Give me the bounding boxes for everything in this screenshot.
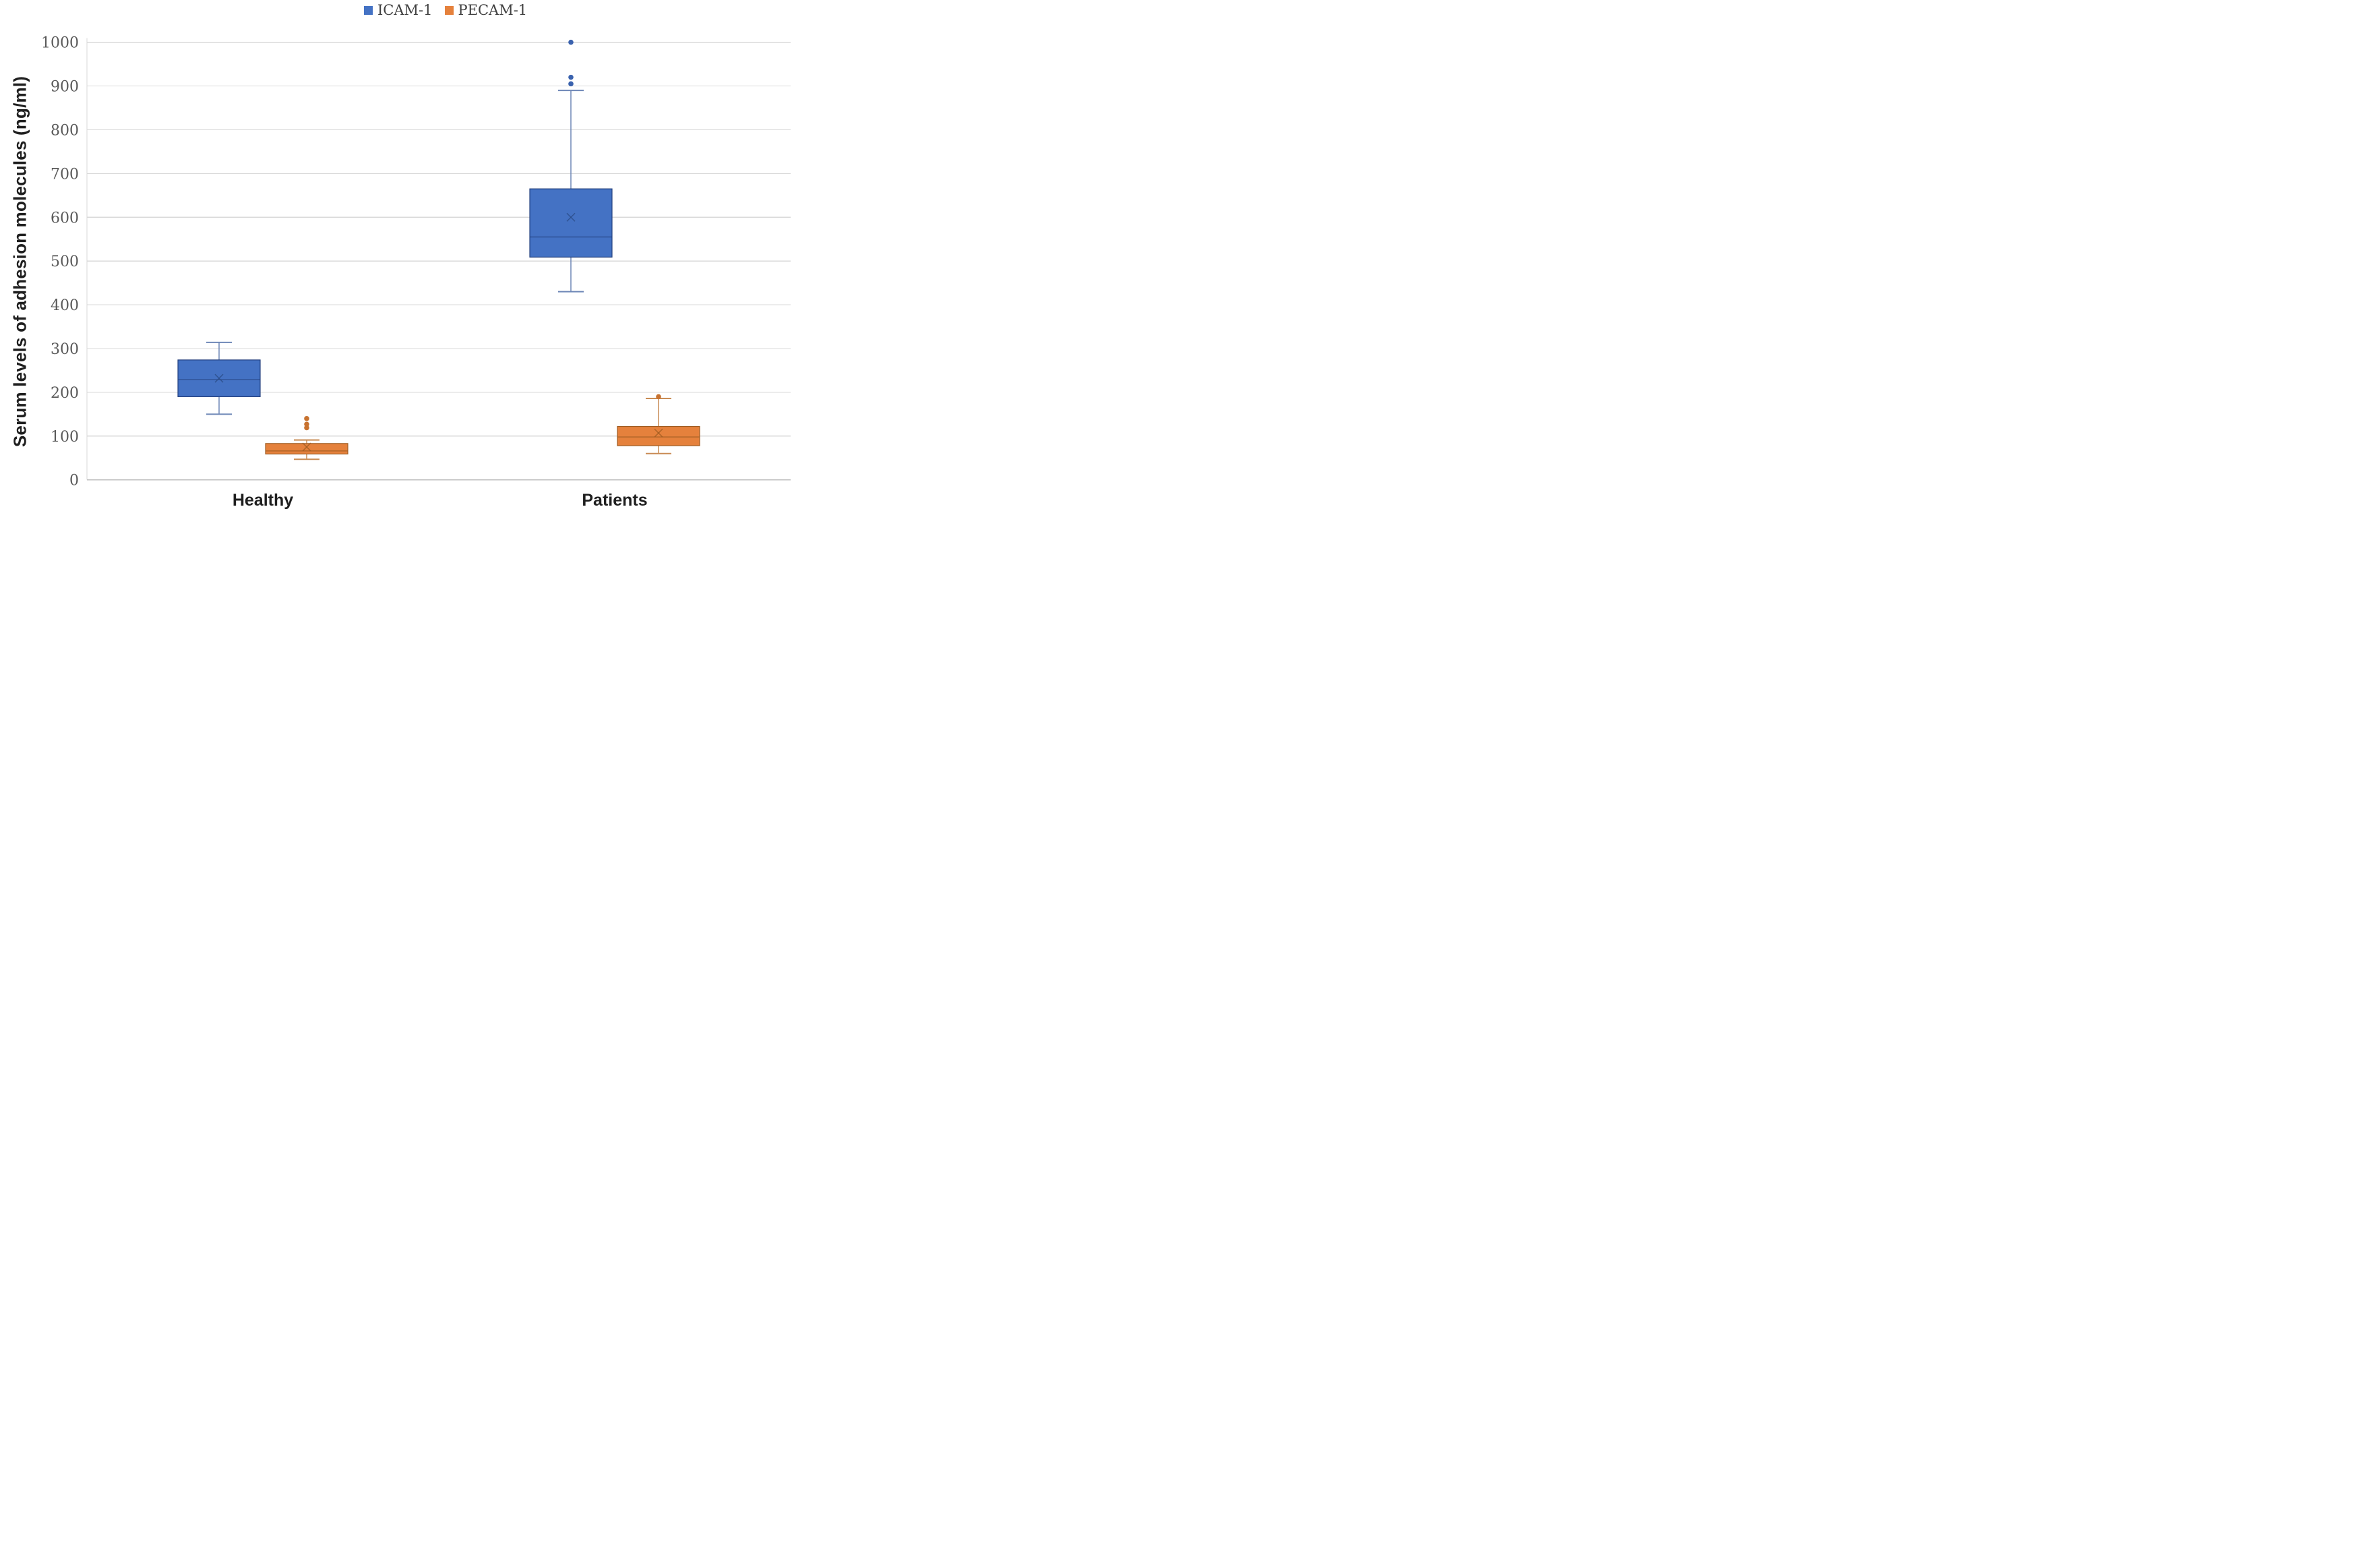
mean-marker-icam-1-patients <box>566 212 576 222</box>
y-tick-label: 900 <box>51 79 79 96</box>
outlier-point-icam-1-patients <box>568 81 574 87</box>
y-tick-label: 400 <box>51 297 79 314</box>
legend-item-icam1: ICAM-1 <box>364 3 433 18</box>
y-tick-label: 800 <box>51 123 79 140</box>
legend-swatch-pecam1-icon <box>444 6 454 15</box>
y-tick-label: 600 <box>51 210 79 227</box>
category-label-healthy: Healthy <box>233 491 293 510</box>
legend-label-icam1: ICAM-1 <box>377 2 433 18</box>
outlier-point-icam-1-patients <box>568 74 574 80</box>
y-tick-label: 1000 <box>41 35 79 52</box>
outlier-point-icam-1-patients <box>568 39 574 45</box>
y-tick-label: 700 <box>51 166 79 183</box>
y-tick-label: 100 <box>51 429 79 446</box>
category-label-patients: Patients <box>582 491 647 510</box>
boxplot-canvas: 0 100 200 300 400 500 600 700 800 900 1000 Healthy P… <box>41 35 791 510</box>
legend-item-pecam1: PECAM-1 <box>444 2 528 18</box>
y-tick-label: 0 <box>69 473 79 489</box>
outlier-point-pecam-1-healthy <box>304 425 309 431</box>
y-tick-label: 300 <box>51 341 79 358</box>
outlier-point-pecam-1-patients <box>656 394 661 400</box>
chart-figure: ICAM-1 PECAM-1 Serum levels of adhesion … <box>0 0 793 518</box>
mean-marker-icam-1-healthy <box>214 373 224 383</box>
chart-legend: ICAM-1 PECAM-1 <box>364 3 527 18</box>
mean-marker-pecam-1-patients <box>654 428 663 438</box>
box-icam-1-patients <box>529 188 613 258</box>
box-pecam-1-healthy <box>265 443 348 455</box>
box-pecam-1-patients <box>617 425 700 446</box>
outlier-point-pecam-1-healthy <box>304 416 309 421</box>
y-tick-label: 200 <box>51 385 79 402</box>
mean-marker-pecam-1-healthy <box>302 442 311 452</box>
legend-label-pecam1: PECAM-1 <box>458 2 528 18</box>
legend-swatch-icam1-icon <box>364 6 373 15</box>
outlier-point-pecam-1-healthy <box>304 421 309 427</box>
y-tick-label: 500 <box>51 253 79 270</box>
